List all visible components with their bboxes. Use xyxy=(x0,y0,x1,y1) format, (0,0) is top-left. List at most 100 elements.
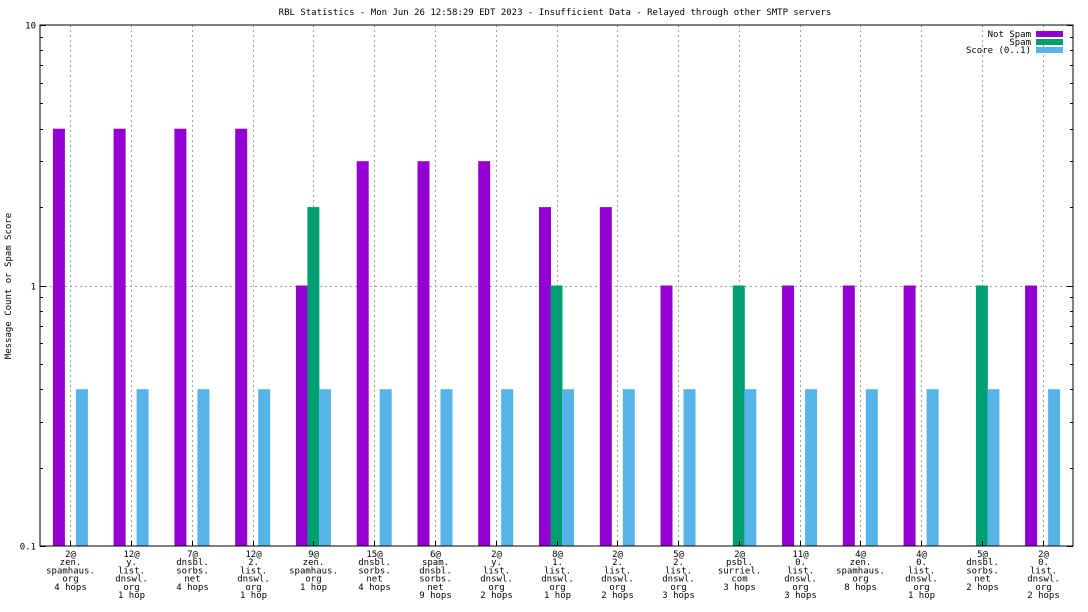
x-tick-label: 5@ dnsbl. sorbs. net 2 hops xyxy=(966,550,999,593)
x-tick-label-line: zen. xyxy=(303,558,325,568)
x-tick-label-line: 9@ xyxy=(308,550,319,560)
x-tick-label: 6@ spam. dnsbl. sorbs. net 9 hops xyxy=(419,550,452,601)
x-tick-label-line: spamhaus. xyxy=(289,566,338,576)
bar-score-0-1 xyxy=(805,389,818,546)
bar-not-spam xyxy=(903,285,916,546)
x-tick-label-line: org xyxy=(123,583,139,593)
bar-score-0-1 xyxy=(75,389,88,546)
x-tick-label-line: 11@ xyxy=(792,550,809,560)
x-tick-label-line: dnsbl. xyxy=(419,566,452,576)
x-tick-label-line: dnswl. xyxy=(601,575,634,585)
x-tick-label-line: list. xyxy=(908,566,935,576)
legend-swatch xyxy=(1036,31,1063,37)
x-tick-label-line: org xyxy=(792,583,808,593)
x-tick-label-line: 8 hops xyxy=(844,583,877,593)
x-tick-label-line: org xyxy=(62,575,78,585)
x-tick-label: 8@ 1. list. dnswl. org 1 hop xyxy=(541,550,574,601)
x-tick-label-line: 1 hop xyxy=(118,591,145,601)
x-tick-label-line: 3 hops xyxy=(784,591,817,601)
x-tick-label-line: spamhaus. xyxy=(46,566,95,576)
x-tick-label-line: org xyxy=(1035,583,1051,593)
x-tick-label-line: 2 hops xyxy=(601,591,634,601)
x-tick-label-line: 4 hops xyxy=(358,583,391,593)
bar-score-0-1 xyxy=(440,389,453,546)
x-tick-label-line: org xyxy=(609,583,625,593)
bar-not-spam xyxy=(478,161,491,546)
x-tick-label-line: 2 hops xyxy=(480,591,513,601)
bar-score-0-1 xyxy=(379,389,392,546)
x-tick-label-line: 3 hops xyxy=(662,591,695,601)
bar-not-spam xyxy=(295,285,308,546)
x-tick-label: 15@ dnsbl. sorbs. net 4 hops xyxy=(358,550,391,593)
x-tick-label-line: list. xyxy=(604,566,631,576)
legend-swatch xyxy=(1036,39,1063,45)
x-tick-label-line: org xyxy=(670,583,686,593)
x-tick-label-line: 2@ xyxy=(734,550,745,560)
plot-frame xyxy=(39,24,1074,547)
bar-not-spam xyxy=(113,128,126,546)
bar-score-0-1 xyxy=(136,389,149,546)
x-tick-label-line: dnsbl. xyxy=(176,558,209,568)
bar-spam xyxy=(732,285,745,546)
x-tick-label-line: dnswl. xyxy=(784,575,817,585)
x-tick-label: 7@ dnsbl. sorbs. net 4 hops xyxy=(176,550,209,593)
x-tick-label-line: 1 hop xyxy=(300,583,327,593)
x-tick-label-line: 9 hops xyxy=(419,591,452,601)
x-tick-label: 2@ 0. list. dnswl. org 2 hops xyxy=(1027,550,1060,601)
x-tick-label-line: 2. xyxy=(673,558,684,568)
x-tick-label-line: dnswl. xyxy=(480,575,513,585)
x-tick-label-line: net xyxy=(184,575,200,585)
bar-score-0-1 xyxy=(501,389,514,546)
x-tick-label-line: 4@ xyxy=(855,550,866,560)
bar-not-spam xyxy=(782,285,795,546)
bar-score-0-1 xyxy=(258,389,271,546)
x-tick-label-line: 4 hops xyxy=(54,583,87,593)
bar-not-spam xyxy=(235,128,248,546)
x-tick-label-line: 12@ xyxy=(245,550,262,560)
bar-score-0-1 xyxy=(865,389,878,546)
x-tick-label-line: dnswl. xyxy=(237,575,270,585)
x-tick-label-line: 4 hops xyxy=(176,583,209,593)
x-tick-label-line: 1 hop xyxy=(544,591,571,601)
x-tick-label-line: 2@ xyxy=(1038,550,1049,560)
x-tick-label-line: surriel. xyxy=(718,566,761,576)
bar-not-spam xyxy=(174,128,187,546)
bar-spam xyxy=(975,285,988,546)
y-tick-label: 10 xyxy=(25,22,36,32)
x-tick-label: 12@ 2. list. dnswl. org 1 hop xyxy=(237,550,270,601)
x-tick-label: 4@ 0. list. dnswl. org 1 hop xyxy=(905,550,938,601)
x-tick-label-line: list. xyxy=(483,566,510,576)
y-axis-label: Message Count or Spam Score xyxy=(4,213,14,359)
bar-not-spam xyxy=(660,285,673,546)
legend-swatch xyxy=(1036,47,1063,53)
bar-score-0-1 xyxy=(683,389,696,546)
legend-label: Spam xyxy=(1009,38,1031,48)
bar-not-spam xyxy=(417,161,430,546)
x-tick-label: 2@ zen. spamhaus. org 4 hops xyxy=(46,550,95,593)
x-tick-label-line: 1 hop xyxy=(240,591,267,601)
x-tick-label-line: org xyxy=(245,583,261,593)
x-tick-label-line: com xyxy=(731,575,747,585)
x-tick-label-line: list. xyxy=(118,566,145,576)
x-tick-label-line: 1 hop xyxy=(908,591,935,601)
x-tick-label-line: dnswl. xyxy=(1027,575,1060,585)
x-tick-label-line: net xyxy=(974,575,990,585)
x-tick-label-line: 2 hops xyxy=(1027,591,1060,601)
x-tick-label-line: dnswl. xyxy=(905,575,938,585)
x-tick-label-line: 3 hops xyxy=(723,583,756,593)
chart-title: RBL Statistics - Mon Jun 26 12:58:29 EDT… xyxy=(279,8,832,18)
bar-not-spam xyxy=(599,207,612,546)
x-tick-label-line: org xyxy=(305,575,321,585)
bar-score-0-1 xyxy=(197,389,210,546)
x-tick-label-line: sorbs. xyxy=(419,575,452,585)
x-tick-label-line: 2. xyxy=(612,558,623,568)
x-tick-label-line: 6@ xyxy=(430,550,441,560)
bar-score-0-1 xyxy=(1048,389,1061,546)
x-tick-label-line: net xyxy=(427,583,443,593)
x-tick-label-line: 0. xyxy=(1038,558,1049,568)
legend-label: Not Spam xyxy=(988,30,1031,40)
x-tick-label-line: 0. xyxy=(916,558,927,568)
x-tick-label-line: sorbs. xyxy=(966,566,999,576)
